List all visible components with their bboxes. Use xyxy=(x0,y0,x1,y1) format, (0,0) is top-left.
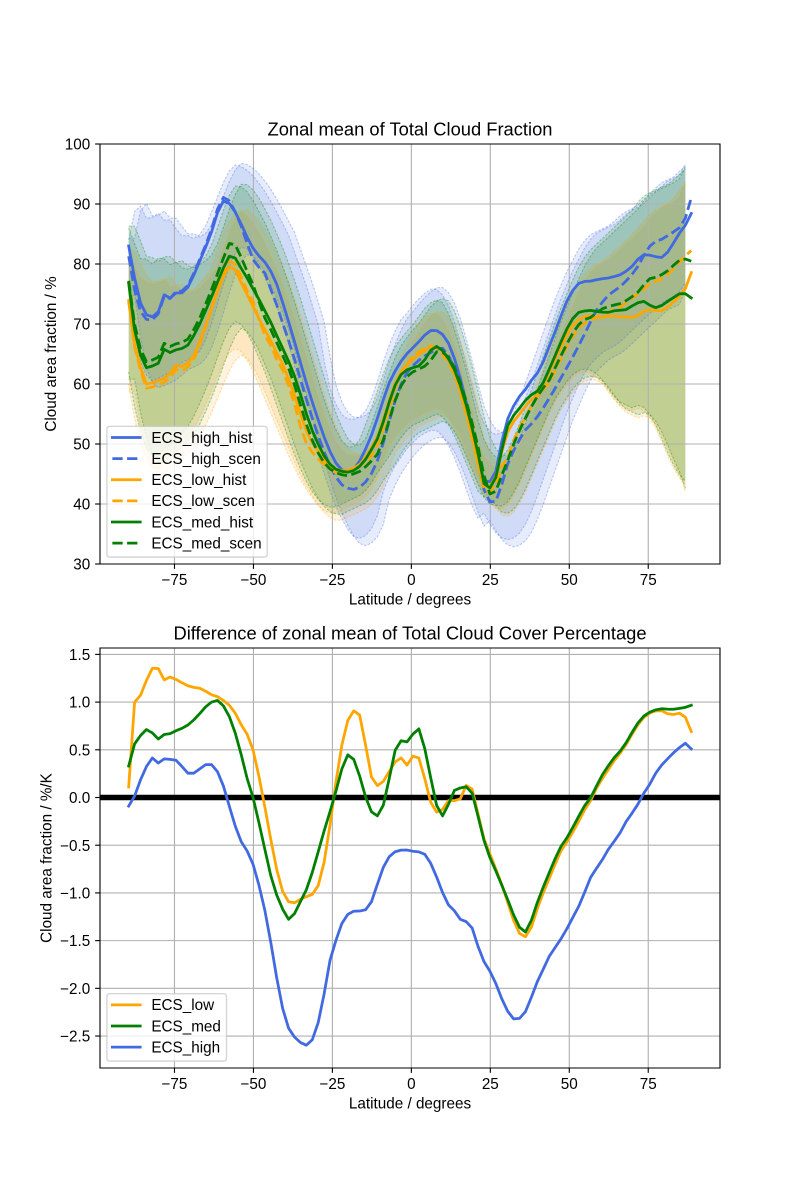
svg-text:−1.5: −1.5 xyxy=(60,933,90,950)
svg-text:ECS_med: ECS_med xyxy=(151,1018,221,1035)
svg-text:Difference of zonal mean of To: Difference of zonal mean of Total Cloud … xyxy=(173,623,646,644)
svg-text:50: 50 xyxy=(561,572,578,589)
svg-text:25: 25 xyxy=(482,1076,499,1093)
svg-text:50: 50 xyxy=(73,437,90,454)
svg-text:−75: −75 xyxy=(162,1076,188,1093)
svg-text:−25: −25 xyxy=(319,572,345,589)
svg-text:75: 75 xyxy=(640,1076,657,1093)
svg-text:−0.5: −0.5 xyxy=(60,838,90,855)
svg-text:ECS_high_hist: ECS_high_hist xyxy=(151,430,253,447)
svg-text:0.0: 0.0 xyxy=(69,790,90,807)
svg-text:ECS_low: ECS_low xyxy=(151,997,215,1014)
svg-text:0.5: 0.5 xyxy=(69,742,90,759)
svg-text:80: 80 xyxy=(73,257,90,274)
svg-text:50: 50 xyxy=(561,1076,578,1093)
svg-text:−2.5: −2.5 xyxy=(60,1029,90,1046)
svg-text:ECS_high: ECS_high xyxy=(151,1039,220,1056)
svg-text:30: 30 xyxy=(73,557,90,574)
svg-text:−2.0: −2.0 xyxy=(60,981,90,998)
svg-text:Cloud area fraction / %/K: Cloud area fraction / %/K xyxy=(38,772,55,943)
svg-text:−1.0: −1.0 xyxy=(60,885,90,902)
svg-text:1.0: 1.0 xyxy=(69,695,90,712)
svg-text:25: 25 xyxy=(482,572,499,589)
svg-text:70: 70 xyxy=(73,317,90,334)
svg-text:75: 75 xyxy=(640,572,657,589)
svg-text:−50: −50 xyxy=(240,1076,266,1093)
svg-text:0: 0 xyxy=(407,1076,416,1093)
svg-text:90: 90 xyxy=(73,197,90,214)
svg-text:ECS_low_hist: ECS_low_hist xyxy=(151,472,247,489)
svg-text:−25: −25 xyxy=(319,1076,345,1093)
svg-text:ECS_low_scen: ECS_low_scen xyxy=(151,493,255,510)
svg-text:1.5: 1.5 xyxy=(69,647,90,664)
svg-text:−50: −50 xyxy=(240,572,266,589)
svg-text:ECS_med_hist: ECS_med_hist xyxy=(151,514,254,531)
svg-text:100: 100 xyxy=(65,137,90,154)
svg-text:ECS_med_scen: ECS_med_scen xyxy=(151,535,261,552)
svg-text:Zonal mean of Total Cloud Frac: Zonal mean of Total Cloud Fraction xyxy=(268,119,553,140)
svg-text:−75: −75 xyxy=(162,572,188,589)
svg-text:0: 0 xyxy=(407,572,416,589)
svg-text:Latitude / degrees: Latitude / degrees xyxy=(349,592,472,609)
svg-text:Cloud area fraction / %: Cloud area fraction / % xyxy=(43,276,60,432)
svg-text:40: 40 xyxy=(73,497,90,514)
svg-text:ECS_high_scen: ECS_high_scen xyxy=(151,451,260,468)
svg-text:Latitude / degrees: Latitude / degrees xyxy=(349,1096,472,1113)
svg-text:60: 60 xyxy=(73,377,90,394)
